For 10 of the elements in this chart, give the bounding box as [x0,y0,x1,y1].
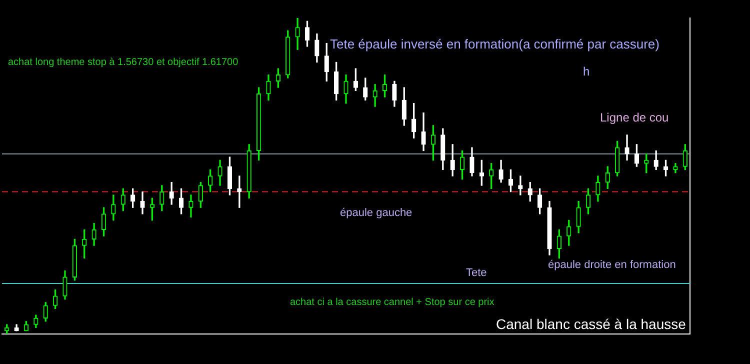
annotation: épaule droite en formation [548,259,676,272]
annotation: Tete [466,267,487,280]
annotation: Ligne de cou [600,110,669,124]
candlestick [518,176,523,196]
annotation: h [583,64,590,78]
annotation: Canal blanc cassé à la hausse [496,316,686,332]
annotation: Tete épaule inversé en formation(a confirmé par cassure) [330,36,660,52]
annotation: épaule gauche [340,207,412,220]
annotation: achat ci a la cassure cannel + Stop sur ce prix [290,296,494,308]
annotation: achat long theme stop à 1.56730 et objectif 1.61700 [8,56,239,68]
